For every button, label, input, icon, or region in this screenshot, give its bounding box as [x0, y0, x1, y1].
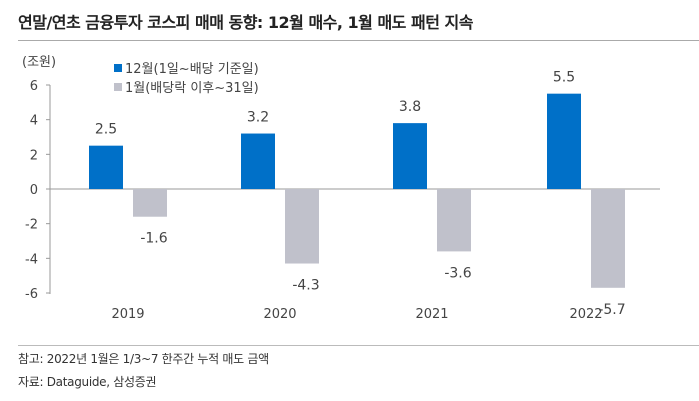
x-tick-label: 2019: [111, 307, 144, 322]
y-tick-label: -6: [25, 287, 38, 302]
y-tick-label: -4: [25, 252, 38, 267]
data-label: 5.5: [553, 70, 575, 86]
legend-swatch: [114, 64, 122, 72]
bar-2022-dec: [547, 93, 581, 189]
y-tick-label: 4: [30, 114, 38, 129]
data-label: -4.3: [292, 278, 319, 294]
data-label: -3.6: [444, 265, 471, 281]
legend-swatch: [114, 83, 122, 91]
data-label: -5.7: [598, 302, 625, 318]
unit-label: (조원): [22, 55, 56, 70]
y-tick-label: 6: [30, 79, 38, 94]
title-divider: [18, 40, 699, 41]
legend-label: 12월(1일~배당 기준일): [125, 62, 259, 77]
bar-2019-dec: [89, 145, 123, 189]
x-tick-label: 2020: [263, 307, 296, 322]
bar-2022-jan: [591, 189, 625, 288]
y-tick-label: 0: [30, 183, 38, 198]
bar-2019-jan: [133, 189, 167, 217]
data-label: 3.2: [247, 110, 269, 126]
y-tick-label: 2: [30, 148, 38, 163]
footer-divider: [18, 345, 699, 346]
legend-label: 1월(배당락 이후~31일): [125, 81, 259, 96]
y-tick-label: -2: [25, 218, 38, 233]
bar-2021-jan: [437, 189, 471, 252]
x-tick-label: 2022: [569, 307, 602, 322]
chart-title: 연말/연초 금융투자 코스피 매매 동향: 12월 매수, 1월 매도 패턴 지…: [18, 13, 473, 32]
bar-2020-dec: [241, 133, 275, 189]
data-label: 3.8: [399, 99, 421, 115]
source-text: 자료: Dataguide, 삼성증권: [18, 375, 157, 389]
bar-2020-jan: [285, 189, 319, 264]
note-text: 참고: 2022년 1월은 1/3~7 한주간 누적 매도 금액: [18, 352, 269, 366]
data-label: 2.5: [95, 122, 117, 138]
bar-chart: (조원) 6 4 2 0 -2 -4 -6 12월(1일~배당 기준일) 1월(배당락 이후~31…: [22, 55, 660, 322]
x-tick-label: 2021: [415, 307, 448, 322]
data-label: -1.6: [140, 231, 167, 247]
bar-2021-dec: [393, 123, 427, 189]
